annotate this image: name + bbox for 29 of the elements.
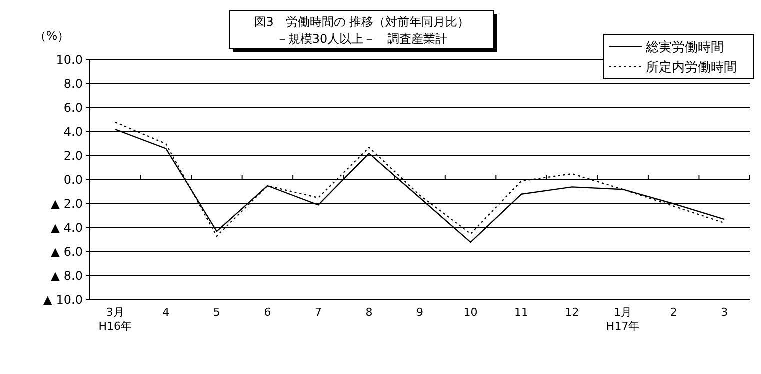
x-tick-label: 8 [366, 306, 373, 319]
x-tick-label: 4 [162, 306, 170, 319]
y-axis-title: （%） [34, 29, 70, 43]
y-tick-label: ▲ 2.0 [50, 197, 83, 212]
x-tick-label: 9 [416, 306, 424, 319]
y-tick-label: 4.0 [64, 125, 83, 140]
x-tick-label: 3月 H16年 [98, 306, 132, 333]
x-tick-label: 7 [314, 306, 322, 319]
chart-subtitle: －規模30人以上－ 調査産業計 [276, 32, 448, 46]
x-tick-label: 11 [514, 306, 529, 319]
x-tick-label: 10 [464, 306, 478, 319]
legend-label: 総実労働時間 [645, 40, 724, 56]
y-tick-label: ▲ 4.0 [50, 221, 83, 236]
x-tick-label: 3 [721, 306, 728, 319]
x-tick-label: 6 [264, 306, 272, 319]
y-tick-label: 0.0 [64, 173, 83, 188]
y-tick-label: ▲ 10.0 [43, 293, 83, 308]
y-tick-label: 2.0 [64, 149, 83, 164]
x-tick-label: 1月 H17年 [606, 306, 640, 333]
y-tick-label: 10.0 [56, 53, 83, 68]
y-tick-label: 8.0 [64, 77, 83, 92]
legend-label: 所定内労働時間 [646, 60, 737, 76]
x-tick-label: 5 [213, 306, 220, 319]
x-tick-label: 2 [670, 306, 678, 319]
chart-title: 図3 労働時間の 推移（対前年同月比） [254, 15, 470, 29]
x-tick-label: 12 [565, 306, 580, 319]
y-tick-label: ▲ 6.0 [50, 245, 83, 260]
y-tick-label: 6.0 [64, 101, 83, 116]
y-tick-label: ▲ 8.0 [50, 269, 83, 284]
